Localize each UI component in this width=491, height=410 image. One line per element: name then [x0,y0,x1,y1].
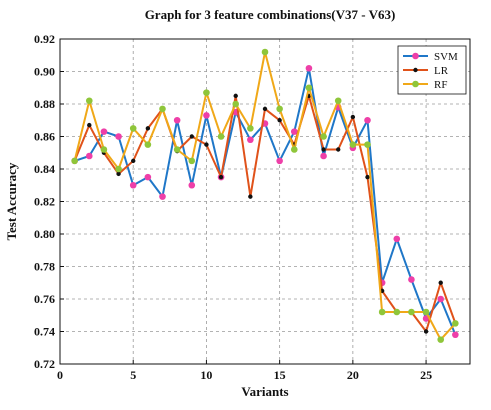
y-tick-label: 0.92 [34,32,55,46]
y-tick-label: 0.78 [34,260,55,274]
y-tick-label: 0.82 [34,195,55,209]
rf-point [217,133,225,140]
rf-point [115,165,122,173]
x-tick-label: 0 [57,368,63,382]
svm-point [115,133,122,140]
y-tick-label: 0.90 [34,65,55,79]
rf-point [159,105,166,113]
lr-point [204,142,209,147]
rf-point [247,125,254,132]
rf-point [188,157,196,165]
svm-point [364,116,371,124]
lr-point [87,122,92,128]
lr-point [189,134,194,139]
svm-point [203,112,210,119]
lr-point [131,158,136,164]
y-tick-label: 0.80 [34,227,55,241]
rf-point [144,141,152,148]
lr-point [145,126,151,131]
svm-point [129,181,137,189]
rf-point [100,146,108,153]
x-tick-label: 20 [347,368,359,382]
svm-point [276,157,283,165]
rf-point [422,308,430,316]
svm-point [290,128,298,135]
rf-point [305,84,313,92]
svm-point [437,295,445,303]
legend-svm-label: SVM [434,51,458,63]
y-tick-label: 0.72 [34,357,55,371]
y-tick-label: 0.88 [34,97,55,111]
rf-point [393,308,401,316]
svm-point [452,331,459,339]
rf-point [85,97,93,105]
legend-lr-label: LR [434,65,449,77]
series-rf [71,48,459,343]
svm-point [305,64,313,72]
svm-point [408,276,415,283]
chart-title: Graph for 3 feature combinations(V37 - V… [145,7,396,22]
x-tick-label: 10 [200,368,212,382]
lr-point [423,329,429,334]
lr-point [438,280,443,285]
lr-point [218,174,224,180]
rf-point [437,336,445,343]
rf-point [173,146,181,153]
svm-point [393,235,401,243]
y-tick-label: 0.84 [34,162,55,176]
x-tick-label: 15 [274,368,286,382]
rf-point [320,133,327,140]
x-tick-label: 5 [130,368,136,382]
legend-rf-label: RF [434,79,447,91]
svm-point [188,181,196,189]
lr-point [321,147,326,152]
lr-point [248,194,253,199]
svm-point [159,193,166,200]
lr-point [233,93,238,99]
rf-point [349,141,357,148]
ticks: 0 5 10 15 20 25 0.72 0.74 0.76 0.78 0.80 0.82 0.84 0.… [34,32,432,382]
lr-point [365,174,370,180]
rf-point [232,100,240,108]
svm-point [144,173,152,181]
rf-point [203,89,210,96]
rf-point [408,308,415,316]
svm-point [320,152,327,160]
legend-svm-marker [412,52,419,60]
rf-point [452,320,459,327]
svm-point [85,152,93,160]
rf-line [73,51,457,341]
rf-point [129,125,137,132]
lr-point [277,118,282,123]
y-tick-label: 0.76 [34,292,55,306]
x-axis-label: Variants [241,384,288,399]
lr-point [262,106,268,112]
legend-lr-marker [413,67,418,73]
y-tick-label: 0.86 [34,130,55,144]
legend-rf-marker [412,80,419,88]
legend: SVM LR RF [397,45,467,95]
series-layer [71,48,459,343]
x-tick-label: 25 [420,368,432,382]
svm-point [173,116,181,124]
y-tick-label: 0.74 [34,325,55,339]
lr-point [336,147,341,152]
rf-point [276,105,283,113]
rf-point [261,48,269,56]
y-axis-label: Test Accuracy [4,162,19,240]
rf-point [71,157,78,165]
rf-point [290,146,298,153]
svm-point [100,128,108,135]
lr-point [116,171,121,177]
lr-point [350,114,356,120]
rf-point [334,97,342,105]
svm-point [247,136,254,144]
rf-point [378,308,386,316]
rf-point [364,141,371,148]
